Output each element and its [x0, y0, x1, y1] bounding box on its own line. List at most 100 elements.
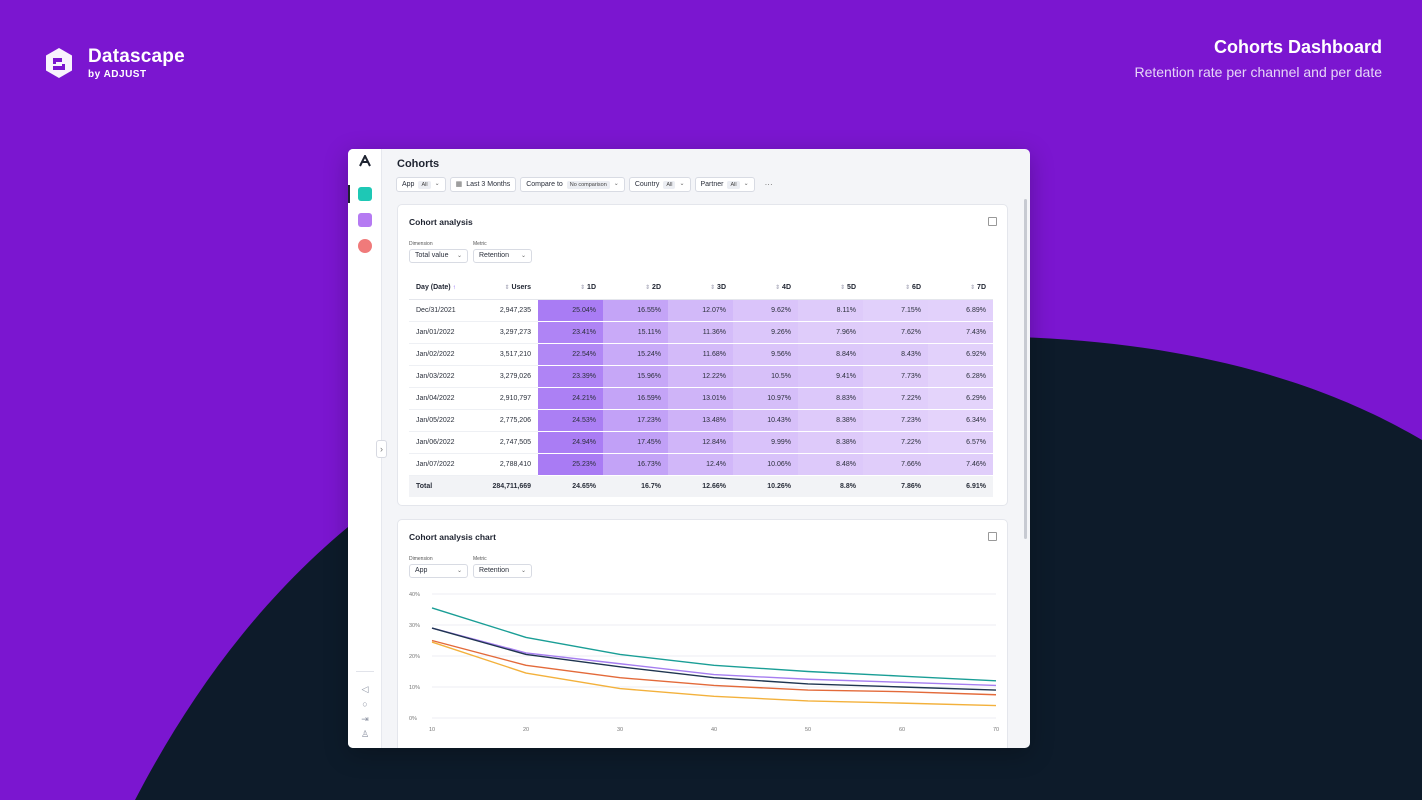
retention-cell: 8.11%	[798, 299, 863, 322]
dimension-control: Dimension Total value ⌄	[409, 241, 468, 263]
row-users: 2,788,410	[475, 453, 538, 476]
filter-compare-label: Compare to	[526, 181, 563, 188]
series-line-3[interactable]	[431, 639, 997, 696]
calendar-icon: ▦	[455, 181, 463, 188]
logout-icon[interactable]: ⇥	[361, 714, 369, 724]
column-header[interactable]: ⇕ Users	[475, 277, 538, 300]
metric-select[interactable]: Retention ⌄	[473, 249, 532, 263]
retention-cell: 9.99%	[733, 431, 798, 454]
sidebar-divider	[356, 671, 374, 672]
retention-cell: 7.73%	[863, 365, 928, 388]
filter-compare-tag: No comparison	[566, 180, 610, 189]
help-icon[interactable]: ○	[362, 699, 368, 709]
dimension-select[interactable]: Total value ⌄	[409, 249, 468, 263]
row-users: 2,910,797	[475, 387, 538, 410]
x-tick-label: 20	[523, 727, 529, 733]
sort-icon: ⇕	[905, 285, 911, 292]
row-date: Jan/01/2022	[409, 321, 475, 344]
series-line-1[interactable]	[431, 627, 997, 687]
column-header[interactable]: ⇕ 5D	[798, 277, 863, 300]
total-cell: 7.86%	[863, 475, 928, 497]
scrollbar[interactable]	[1024, 199, 1027, 539]
filter-date-range[interactable]: ▦ Last 3 Months	[449, 177, 517, 192]
column-header[interactable]: ⇕ 3D	[668, 277, 733, 300]
total-cell: 16.7%	[603, 475, 668, 497]
nav-pie-icon[interactable]	[358, 239, 372, 253]
column-header[interactable]: ⇕ 7D	[928, 277, 993, 300]
sort-icon: ⇕	[840, 285, 846, 292]
series-line-0[interactable]	[431, 607, 997, 682]
cohort-analysis-card: Cohort analysis Dimension Total value ⌄ …	[397, 204, 1008, 506]
export-icon[interactable]	[988, 532, 997, 541]
adjust-logo-icon[interactable]	[358, 155, 372, 167]
app-window: ◁ ○ ⇥ ♙ › Cohorts App All ⌄ ▦ Last 3 Mon…	[348, 149, 1030, 748]
row-users: 3,517,210	[475, 343, 538, 366]
filter-compare[interactable]: Compare to No comparison ⌄	[520, 177, 625, 192]
chart-metric-control: Metric Retention ⌄	[473, 556, 532, 578]
sort-icon: ⇕	[970, 285, 976, 292]
chevron-down-icon: ⌄	[456, 568, 462, 574]
column-header[interactable]: ⇕ 1D	[538, 277, 603, 300]
chevron-down-icon: ⌄	[456, 253, 462, 259]
filter-date-label: Last 3 Months	[466, 181, 511, 188]
retention-cell: 9.26%	[733, 321, 798, 344]
retention-cell: 25.23%	[538, 453, 603, 476]
column-header[interactable]: ⇕ 4D	[733, 277, 798, 300]
total-users: 284,711,669	[475, 475, 538, 497]
filter-country[interactable]: Country All ⌄	[628, 177, 691, 192]
table-row: Jan/05/2022 2,775,206 24.53% 17.23% 13.48% 10…	[409, 409, 993, 432]
retention-cell: 7.15%	[863, 299, 928, 322]
chevron-down-icon: ⌄	[743, 181, 749, 187]
chart-dimension-select[interactable]: App ⌄	[409, 564, 468, 578]
retention-cell: 7.43%	[928, 321, 993, 344]
chart-metric-select[interactable]: Retention ⌄	[473, 564, 532, 578]
y-tick-label: 20%	[409, 654, 420, 660]
chart-metric-value: Retention	[479, 567, 509, 574]
more-filters-button[interactable]: ···	[764, 180, 773, 189]
retention-cell: 17.45%	[603, 431, 668, 454]
metric-control: Metric Retention ⌄	[473, 241, 532, 263]
column-header-label: 5D	[847, 284, 856, 292]
x-tick-label: 70	[993, 727, 999, 733]
series-line-4[interactable]	[431, 641, 997, 707]
retention-cell: 16.59%	[603, 387, 668, 410]
retention-cell: 8.38%	[798, 431, 863, 454]
retention-cell: 7.46%	[928, 453, 993, 476]
filter-app[interactable]: App All ⌄	[396, 177, 446, 192]
row-date: Jan/07/2022	[409, 453, 475, 476]
row-date: Jan/02/2022	[409, 343, 475, 366]
row-date: Jan/05/2022	[409, 409, 475, 432]
column-header[interactable]: ⇕ 2D	[603, 277, 668, 300]
retention-cell: 7.22%	[863, 431, 928, 454]
column-header-label: 2D	[652, 284, 661, 292]
y-tick-label: 0%	[409, 716, 417, 722]
x-tick-label: 60	[899, 727, 905, 733]
row-users: 2,747,505	[475, 431, 538, 454]
y-tick-label: 40%	[409, 592, 420, 598]
dimension-label: Dimension	[409, 241, 433, 247]
nav-analytics-icon[interactable]	[358, 187, 372, 201]
retention-cell: 24.53%	[538, 409, 603, 432]
column-header-label: Day (Date)	[416, 284, 451, 292]
x-tick-label: 40	[711, 727, 717, 733]
sidebar-expand-button[interactable]: ›	[376, 440, 387, 458]
nav-reports-icon[interactable]	[358, 213, 372, 227]
retention-cell: 11.36%	[668, 321, 733, 344]
column-header[interactable]: ⇕ 6D	[863, 277, 928, 300]
column-header-label: Users	[511, 284, 531, 292]
user-icon[interactable]: ♙	[360, 729, 370, 739]
row-users: 2,775,206	[475, 409, 538, 432]
dimension-value: Total value	[415, 252, 449, 259]
datascape-logo-icon	[46, 48, 72, 78]
metric-label: Metric	[473, 241, 487, 247]
export-icon[interactable]	[988, 217, 997, 226]
chart-metric-label: Metric	[473, 556, 487, 562]
megaphone-icon[interactable]: ◁	[361, 684, 369, 694]
total-label: Total	[409, 475, 475, 497]
table-row: Jan/01/2022 3,297,273 23.41% 15.11% 11.36% 9.…	[409, 321, 993, 344]
retention-cell: 6.57%	[928, 431, 993, 454]
column-header[interactable]: Day (Date) ↑	[409, 277, 475, 300]
filter-partner[interactable]: Partner All ⌄	[694, 177, 755, 192]
brand: Datascape by ADJUST	[42, 46, 185, 80]
series-line-2[interactable]	[431, 627, 997, 691]
